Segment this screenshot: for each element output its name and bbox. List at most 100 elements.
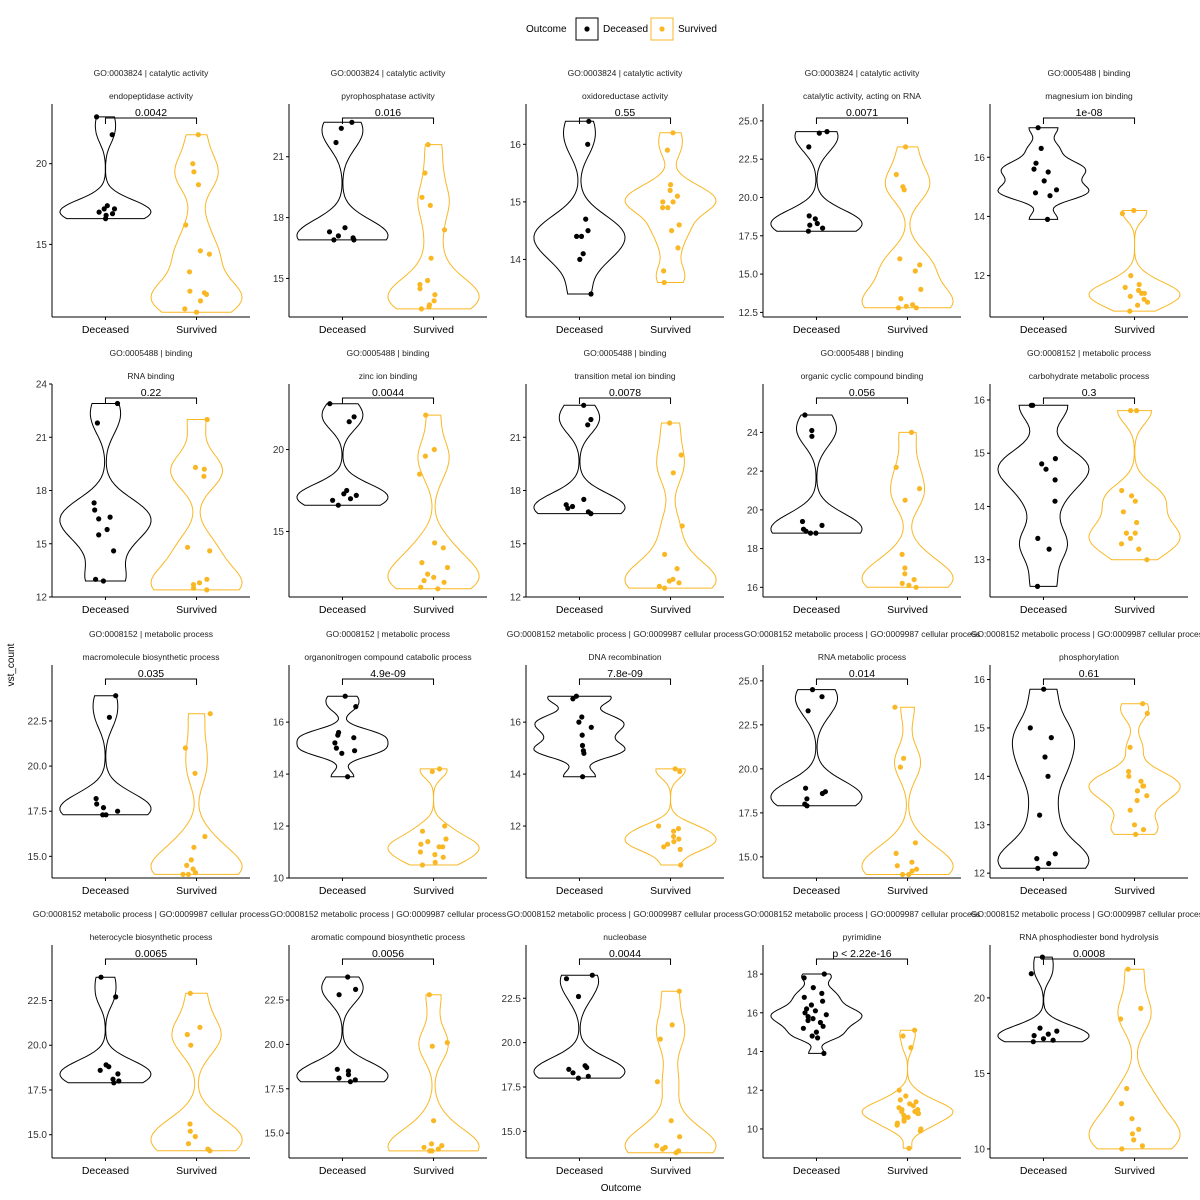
panel-20: GO:0008152 metabolic process | GO:000998… (971, 909, 1200, 1177)
data-point-survived (1129, 1116, 1135, 1122)
y-tick-label: 20.0 (28, 1041, 48, 1052)
violin-deceased (770, 973, 863, 1054)
panel-category-label: GO:0008152 metabolic process | GO:000998… (507, 629, 744, 639)
data-point-survived (915, 1110, 921, 1117)
data-point-deceased (104, 526, 110, 533)
data-point-survived (440, 545, 446, 551)
data-point-deceased (820, 998, 826, 1004)
y-tick-label: 20.0 (502, 1038, 522, 1049)
x-tick-label: Deceased (82, 604, 129, 616)
y-tick-label: 17.5 (739, 808, 759, 819)
data-point-deceased (333, 745, 339, 751)
data-point-deceased (101, 206, 107, 212)
data-point-survived (660, 1146, 666, 1152)
panel-category-label: GO:0008152 metabolic process | GO:000998… (744, 629, 981, 639)
violin-survived (861, 706, 954, 875)
data-point-deceased (1031, 1033, 1037, 1039)
y-tick-label: 16 (273, 718, 285, 729)
data-point-survived (1139, 1143, 1145, 1149)
data-point-deceased (580, 251, 586, 257)
violin-deceased (770, 689, 863, 807)
data-point-survived (427, 202, 433, 208)
y-tick-label: 20.0 (739, 193, 759, 204)
data-point-survived (431, 1118, 437, 1124)
data-point-survived (660, 199, 666, 205)
data-point-survived (1144, 299, 1151, 305)
data-point-survived (1129, 493, 1135, 499)
significance-bracket (578, 958, 672, 965)
data-point-survived (667, 420, 673, 426)
data-point-survived (896, 1087, 902, 1093)
p-value-label: 0.0044 (372, 387, 404, 399)
violin-survived (387, 144, 480, 310)
data-point-deceased (1030, 1039, 1036, 1045)
data-point-deceased (91, 500, 97, 506)
x-tick-label: Survived (650, 885, 691, 897)
data-point-survived (180, 871, 186, 878)
violin-survived (387, 414, 480, 590)
p-value-label: 0.0065 (135, 948, 167, 960)
p-value-label: 0.0078 (609, 387, 641, 399)
data-point-survived (431, 574, 437, 580)
data-point-deceased (97, 1067, 103, 1073)
significance-bracket (578, 397, 672, 404)
data-point-survived (1128, 408, 1134, 414)
x-tick-label: Survived (887, 604, 928, 616)
data-point-deceased (819, 990, 825, 997)
y-tick-label: 17.5 (28, 807, 48, 818)
legend-item-deceased: Deceased (575, 17, 648, 41)
data-point-deceased (804, 796, 810, 802)
data-point-survived (1127, 293, 1133, 299)
data-point-survived (671, 833, 677, 840)
violin-deceased (997, 404, 1090, 587)
data-point-survived (207, 711, 213, 717)
y-tick-label: 22.5 (265, 996, 285, 1007)
violin-deceased (770, 131, 863, 232)
data-point-deceased (330, 497, 336, 503)
data-point-deceased (584, 1064, 590, 1071)
data-point-survived (910, 1103, 916, 1109)
data-point-deceased (1035, 125, 1041, 131)
panel-subtitle: aromatic compound biosynthetic process (311, 932, 465, 942)
panel-category-label: GO:0003824 | catalytic activity (805, 68, 920, 78)
data-point-survived (1124, 1085, 1130, 1092)
data-point-survived (441, 579, 447, 585)
violin-survived (387, 768, 480, 866)
data-point-deceased (1037, 1025, 1043, 1031)
data-point-deceased (113, 994, 119, 1000)
data-point-survived (444, 564, 451, 571)
data-point-deceased (575, 993, 582, 1000)
violin-survived (1088, 703, 1181, 835)
data-point-deceased (351, 735, 357, 741)
data-point-survived (204, 576, 210, 582)
data-point-survived (1134, 519, 1140, 526)
p-value-label: 0.3 (1082, 387, 1097, 399)
p-value-label: 1e-08 (1076, 107, 1103, 119)
y-tick-label: 25.0 (739, 116, 759, 127)
data-point-deceased (1045, 773, 1051, 779)
y-tick-label: 15.0 (28, 1130, 48, 1141)
y-tick-label: 21 (36, 433, 48, 444)
panel-subtitle: endopeptidase activity (109, 91, 194, 101)
panel-1: GO:0003824 | catalytic activity endopepti… (36, 68, 250, 336)
violin-survived (150, 713, 243, 875)
data-point-deceased (342, 225, 348, 231)
data-point-survived (913, 1099, 919, 1105)
y-tick-label: 14 (747, 1047, 759, 1058)
data-point-survived (669, 1022, 675, 1028)
data-point-survived (678, 862, 684, 868)
panel-category-label: GO:0005488 | binding (1047, 68, 1130, 78)
panel-8: GO:0005488 | binding transition metal ion… (510, 348, 724, 616)
data-point-deceased (352, 748, 358, 754)
violin-survived (861, 146, 954, 309)
violin-deceased (59, 403, 152, 582)
data-point-deceased (115, 1071, 121, 1077)
data-point-survived (432, 859, 438, 866)
panel-category-label: GO:0005488 | binding (820, 348, 903, 358)
y-tick-label: 16 (747, 1008, 759, 1019)
y-tick-label: 15 (273, 527, 285, 538)
data-point-survived (671, 839, 677, 845)
violin-survived (1088, 968, 1181, 1150)
data-point-deceased (1047, 193, 1053, 199)
panel-6: GO:0005488 | binding RNA binding 12 15 18 21 2… (36, 348, 250, 616)
